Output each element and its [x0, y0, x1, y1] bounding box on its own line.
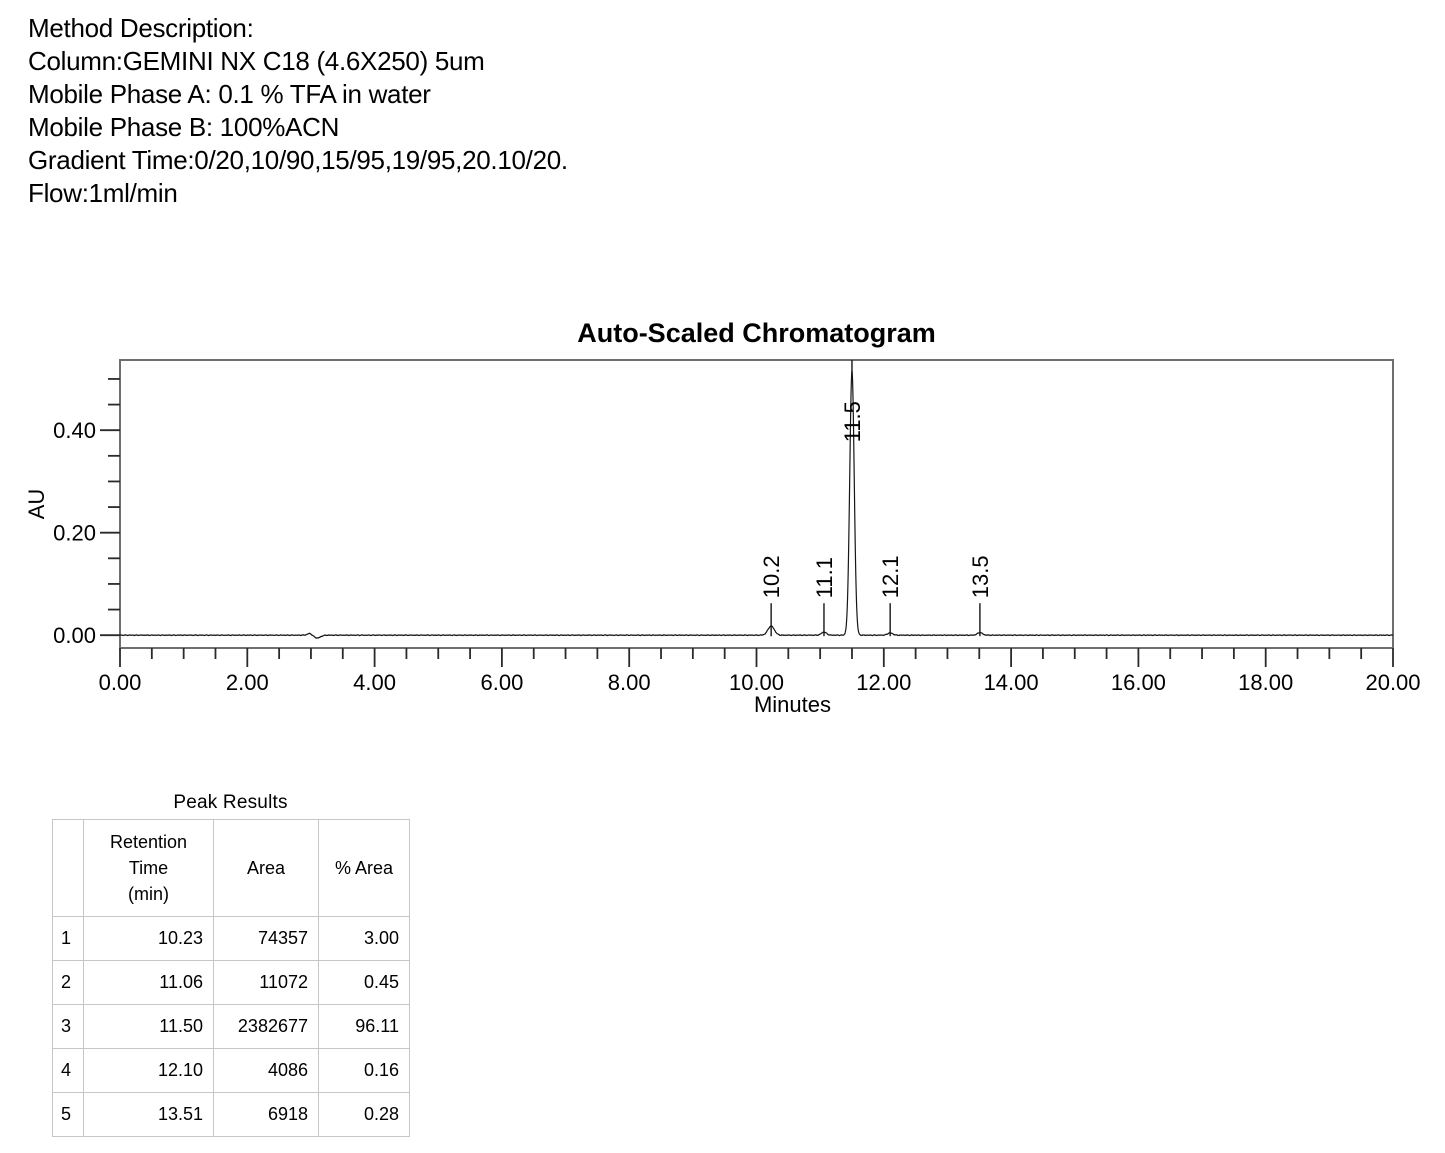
- plot-border: [119, 359, 1394, 649]
- y-tick-label: 0.40: [53, 418, 96, 443]
- x-tick-label: 4.00: [353, 670, 396, 695]
- method-description: Method Description: Column:GEMINI NX C18…: [28, 12, 568, 210]
- column-header: Area: [213, 819, 319, 917]
- value-cell: 10.23: [83, 916, 214, 961]
- peak-results: Peak Results Retention Time (min) Area% Are…: [52, 792, 410, 1137]
- y-tick-label: 0.00: [53, 623, 96, 648]
- value-cell: 0.45: [318, 960, 410, 1005]
- table-row: 1 10.23 74357 3.00: [52, 916, 410, 961]
- peak-retention-label: 11.5: [840, 401, 865, 442]
- value-cell: 3.00: [318, 916, 410, 961]
- x-tick-label: 2.00: [226, 670, 269, 695]
- value-cell: 6918: [213, 1092, 319, 1137]
- peak-results-body: 1 10.23 74357 3.00 2 11.06 11072 0.45 3 11.50 2382…: [52, 916, 410, 1137]
- chromatogram-chart: Auto-Scaled Chromatogram AU Minutes 0.00 2.0…: [24, 318, 1421, 717]
- column-header: Retention Time (min): [83, 819, 214, 917]
- table-row: 4 12.10 4086 0.16: [52, 1048, 410, 1093]
- x-tick-label: 8.00: [608, 670, 651, 695]
- peak-results-table: Retention Time (min) Area% Area 1 10.23 74357…: [52, 819, 410, 1137]
- value-cell: 12.10: [83, 1048, 214, 1093]
- table-row: 2 11.06 11072 0.45: [52, 960, 410, 1005]
- peak-retention-label: 13.5: [968, 555, 993, 598]
- method-line: Column:GEMINI NX C18 (4.6X250) 5um: [28, 46, 485, 76]
- x-axis-label: Minutes: [754, 692, 831, 717]
- column-header: [52, 819, 84, 917]
- x-tick-label: 20.00: [1365, 670, 1420, 695]
- peak-number-cell: 4: [52, 1048, 84, 1093]
- x-tick-label: 18.00: [1238, 670, 1293, 695]
- x-tick-label: 14.00: [984, 670, 1039, 695]
- y-tick-label: 0.20: [53, 521, 96, 546]
- y-axis-label: AU: [24, 489, 49, 520]
- peak-retention-label: 12.1: [878, 555, 903, 598]
- method-line: Gradient Time:0/20,10/90,15/95,19/95,20.…: [28, 145, 568, 175]
- method-line: Mobile Phase B: 100%ACN: [28, 112, 340, 142]
- x-tick-label: 16.00: [1111, 670, 1166, 695]
- chart-title: Auto-Scaled Chromatogram: [577, 318, 936, 348]
- x-tick-label: 12.00: [856, 670, 911, 695]
- value-cell: 0.16: [318, 1048, 410, 1093]
- method-line: Mobile Phase A: 0.1 % TFA in water: [28, 79, 431, 109]
- value-cell: 2382677: [213, 1004, 319, 1049]
- table-row: 3 11.50 2382677 96.11: [52, 1004, 410, 1049]
- value-cell: 4086: [213, 1048, 319, 1093]
- peak-number-cell: 1: [52, 916, 84, 961]
- x-tick-label: 10.00: [729, 670, 784, 695]
- value-cell: 11.50: [83, 1004, 214, 1049]
- column-header: % Area: [318, 819, 410, 917]
- value-cell: 13.51: [83, 1092, 214, 1137]
- method-line: Method Description:: [28, 13, 254, 43]
- value-cell: 0.28: [318, 1092, 410, 1137]
- value-cell: 11072: [213, 960, 319, 1005]
- value-cell: 96.11: [318, 1004, 410, 1049]
- value-cell: 74357: [213, 916, 319, 961]
- peak-retention-label: 10.2: [759, 555, 784, 598]
- peak-results-header: Retention Time (min) Area% Area: [52, 819, 410, 917]
- x-tick-label: 0.00: [99, 670, 142, 695]
- peak-number-cell: 2: [52, 960, 84, 1005]
- peak-number-cell: 3: [52, 1004, 84, 1049]
- method-line: Flow:1ml/min: [28, 178, 178, 208]
- peak-number-cell: 5: [52, 1092, 84, 1137]
- peak-retention-label: 11.1: [812, 557, 837, 598]
- table-row: 5 13.51 6918 0.28: [52, 1092, 410, 1137]
- signal-trace: [119, 370, 1394, 639]
- peak-results-title: Peak Results: [173, 792, 288, 813]
- x-tick-label: 6.00: [480, 670, 523, 695]
- value-cell: 11.06: [83, 960, 214, 1005]
